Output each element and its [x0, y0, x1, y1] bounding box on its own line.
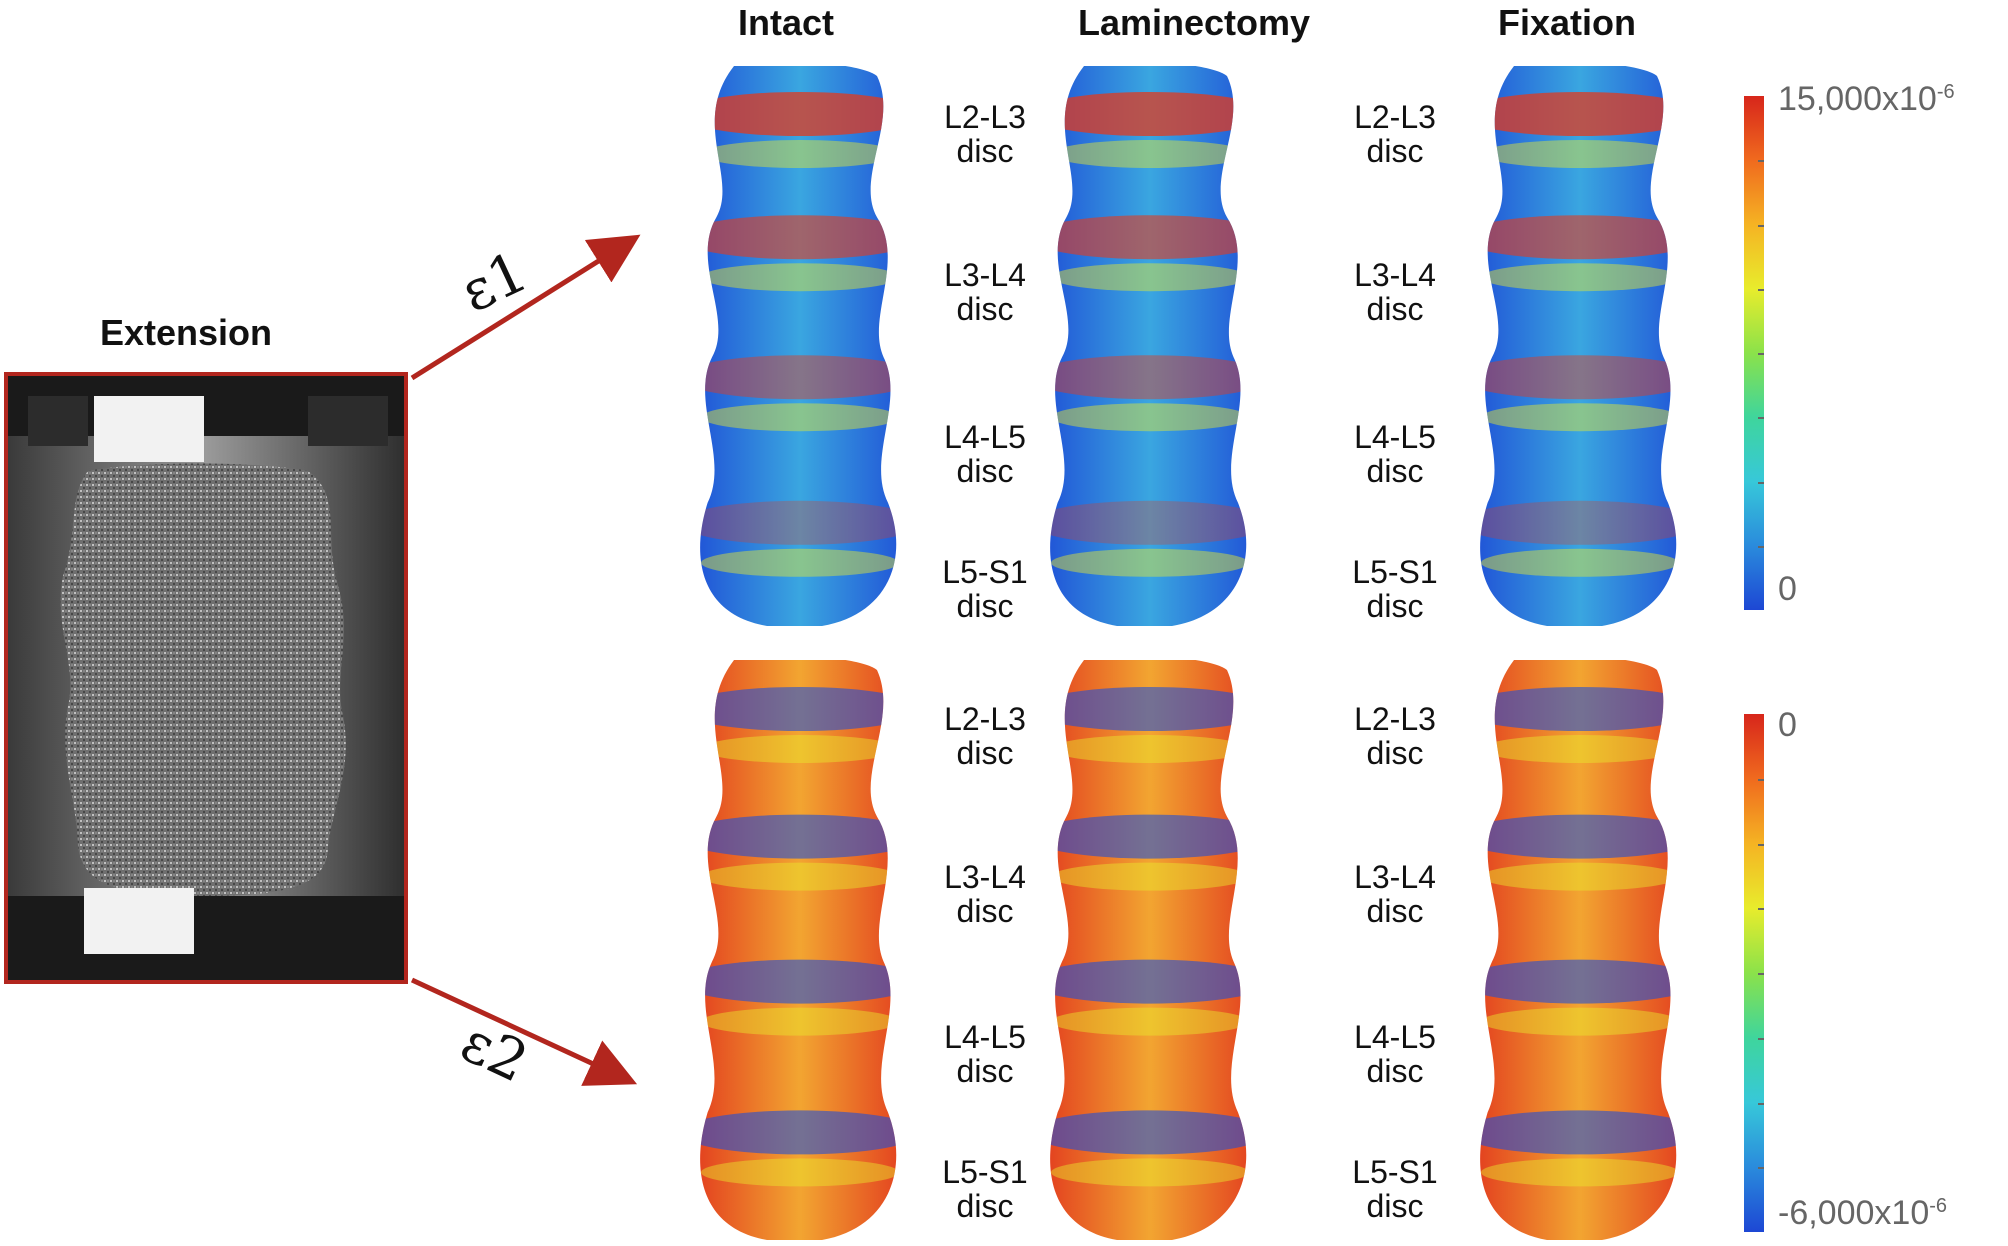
disc-level: L3-L4: [944, 859, 1026, 895]
colorbar-tick: [1758, 160, 1764, 163]
colorbar-tick: [1758, 973, 1764, 975]
arrow-to-e2: [410, 977, 638, 1086]
disc-label-l3-l4: L3-L4 disc: [920, 860, 1050, 928]
disc-word: disc: [956, 453, 1014, 489]
disc-word: disc: [956, 1053, 1014, 1089]
disc-word: disc: [1366, 1053, 1424, 1089]
column-header-intact: Intact: [738, 2, 835, 43]
disc-word: disc: [1366, 1188, 1424, 1224]
disc-level: L3-L4: [944, 257, 1026, 293]
photo-title: Extension: [100, 312, 273, 353]
e1-map-fixation: [1480, 66, 1677, 626]
colorbar-e1-max: 15,000x10-6: [1778, 80, 1955, 118]
disc-level: L2-L3: [1354, 99, 1436, 135]
disc-word: disc: [956, 588, 1014, 624]
disc-word: disc: [956, 133, 1014, 169]
disc-label-l5-s1: L5-S1 disc: [920, 1155, 1050, 1223]
colorbar-tick: [1758, 224, 1764, 227]
disc-label-l4-l5: L4-L5 disc: [1330, 1020, 1460, 1088]
specimen-photo: [4, 372, 408, 984]
colorbar-tick: [1758, 1167, 1764, 1170]
e2-map-laminectomy: [1050, 660, 1247, 1240]
disc-level: L4-L5: [944, 419, 1026, 455]
disc-label-l3-l4: L3-L4 disc: [1330, 860, 1460, 928]
disc-label-l4-l5: L4-L5 disc: [1330, 420, 1460, 488]
e1-map-intact: [700, 66, 897, 626]
disc-label-l2-l3: L2-L3 disc: [1330, 100, 1460, 168]
disc-label-l3-l4: L3-L4 disc: [920, 258, 1050, 326]
disc-word: disc: [1366, 735, 1424, 771]
disc-word: disc: [1366, 893, 1424, 929]
column-header-laminectomy: Laminectomy: [1078, 2, 1311, 43]
disc-label-l5-s1: L5-S1 disc: [920, 555, 1050, 623]
disc-label-l2-l3: L2-L3 disc: [920, 702, 1050, 770]
disc-level: L5-S1: [942, 1154, 1028, 1190]
colorbar-tick: [1758, 908, 1764, 911]
disc-level: L2-L3: [944, 701, 1026, 737]
arrow-to-e1: [410, 234, 641, 381]
top-speckle-block: [94, 396, 204, 462]
colorbar-tick: [1758, 778, 1764, 781]
disc-word: disc: [1366, 588, 1424, 624]
disc-word: disc: [956, 1188, 1014, 1224]
colorbar-tick: [1758, 353, 1764, 355]
disc-label-l4-l5: L4-L5 disc: [920, 1020, 1050, 1088]
disc-level: L4-L5: [944, 1019, 1026, 1055]
colorbar-tick: [1758, 1037, 1764, 1040]
disc-level: L5-S1: [1352, 554, 1438, 590]
colorbar-tick: [1758, 481, 1764, 484]
disc-word: disc: [1366, 453, 1424, 489]
disc-level: L2-L3: [944, 99, 1026, 135]
colorbar-e1-min: 0: [1778, 570, 1797, 608]
e2-map-fixation: [1480, 660, 1677, 1240]
disc-level: L4-L5: [1354, 1019, 1436, 1055]
disc-level: L3-L4: [1354, 859, 1436, 895]
colorbar-tick: [1758, 417, 1764, 420]
disc-label-l4-l5: L4-L5 disc: [920, 420, 1050, 488]
colorbar-tick: [1758, 288, 1764, 291]
disc-level: L2-L3: [1354, 701, 1436, 737]
disc-label-l2-l3: L2-L3 disc: [920, 100, 1050, 168]
disc-label-l2-l3: L2-L3 disc: [1330, 702, 1460, 770]
column-header-fixation: Fixation: [1498, 2, 1637, 43]
disc-label-l5-s1: L5-S1 disc: [1330, 1155, 1460, 1223]
disc-label-l5-s1: L5-S1 disc: [1330, 555, 1460, 623]
spine-specimen: [60, 463, 346, 896]
colorbar-tick: [1758, 1102, 1764, 1105]
e1-map-laminectomy: [1050, 66, 1247, 626]
colorbar-tick: [1758, 545, 1764, 548]
colorbar-e2-max: 0: [1778, 706, 1797, 744]
disc-level: L5-S1: [942, 554, 1028, 590]
disc-word: disc: [1366, 291, 1424, 327]
colorbar-e1: [1744, 96, 1764, 610]
colorbar-e2-min: -6,000x10-6: [1778, 1194, 1948, 1232]
disc-word: disc: [956, 291, 1014, 327]
disc-level: L3-L4: [1354, 257, 1436, 293]
disc-level: L5-S1: [1352, 1154, 1438, 1190]
colorbar-e2: [1744, 714, 1764, 1232]
bottom-speckle-block: [84, 888, 194, 954]
e2-map-intact: [700, 660, 897, 1240]
disc-word: disc: [1366, 133, 1424, 169]
colorbar-tick: [1758, 843, 1764, 846]
disc-label-l3-l4: L3-L4 disc: [1330, 258, 1460, 326]
disc-level: L4-L5: [1354, 419, 1436, 455]
disc-word: disc: [956, 735, 1014, 771]
disc-word: disc: [956, 893, 1014, 929]
